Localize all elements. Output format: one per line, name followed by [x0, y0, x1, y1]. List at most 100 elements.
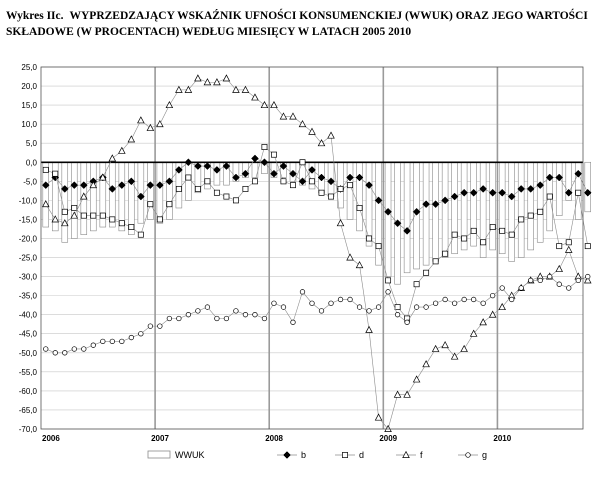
point-g [62, 350, 68, 356]
point-f [298, 120, 307, 128]
point-f [412, 375, 421, 383]
point-g [547, 273, 553, 280]
legend-swatch-wwuk [147, 450, 171, 459]
legend-marker-g [465, 452, 471, 458]
point-b [203, 162, 212, 170]
point-f [583, 276, 592, 284]
point-d [366, 235, 373, 242]
point-f [127, 135, 136, 143]
bar-wwuk [365, 161, 373, 247]
point-f [70, 211, 79, 219]
point-d [99, 212, 106, 219]
point-b [393, 219, 402, 228]
point-f [222, 74, 231, 82]
y-tick-label: -70,0 [19, 425, 38, 434]
y-tick-label: 25,0 [21, 63, 37, 72]
point-d [109, 216, 116, 223]
y-tick-label: -40,0 [19, 311, 38, 320]
point-b [165, 177, 174, 186]
point-d [42, 166, 49, 173]
point-b [545, 173, 554, 182]
point-f [564, 245, 573, 253]
point-b [289, 169, 297, 178]
point-g [337, 296, 344, 303]
point-g [470, 296, 477, 303]
point-f [308, 127, 316, 135]
bar-wwuk [451, 161, 458, 255]
point-b [488, 188, 497, 197]
x-tick-label: 2007 [151, 434, 169, 443]
x-tick-label: 2010 [493, 434, 511, 443]
point-d [584, 243, 591, 250]
point-b [412, 207, 421, 216]
point-d [575, 189, 582, 196]
point-g [442, 296, 448, 303]
point-g [280, 304, 287, 310]
point-g [119, 338, 125, 345]
point-f [317, 139, 326, 147]
point-g [261, 315, 268, 322]
y-tick-label: -15,0 [19, 215, 38, 224]
point-f [108, 154, 117, 162]
point-g [185, 312, 192, 318]
point-g [318, 308, 325, 314]
y-tick-label: 10,0 [21, 120, 37, 129]
point-f [213, 78, 221, 86]
y-tick-label: 20,0 [21, 82, 37, 91]
point-g [43, 346, 49, 352]
point-f [80, 192, 88, 200]
title-text-1: WYPRZEDZAJĄCY WSKAŹNIK UFNOŚCI KONSUMENC… [69, 10, 588, 22]
bar-wwuk [517, 161, 525, 258]
legend-marker-b [283, 451, 291, 459]
point-d [290, 182, 296, 189]
point-b [460, 188, 468, 197]
point-f [365, 325, 373, 333]
point-b [108, 185, 117, 193]
point-d [156, 216, 163, 223]
point-f [469, 329, 478, 337]
point-d [328, 193, 334, 200]
point-f [336, 219, 345, 227]
point-b [136, 192, 145, 201]
bar-wwuk [403, 161, 411, 274]
point-f [89, 180, 98, 189]
point-d [118, 220, 125, 227]
point-g [575, 277, 581, 284]
point-g [233, 308, 239, 314]
point-d [318, 189, 325, 196]
point-g [147, 323, 154, 329]
point-g [128, 334, 134, 341]
point-d [451, 231, 458, 238]
point-g [413, 304, 420, 310]
point-b [213, 166, 221, 174]
point-f [346, 253, 354, 261]
point-g [366, 308, 372, 314]
title-line-2: SKŁADOWE (W PROCENTACH) WEDŁUG MIESIĘCY … [6, 26, 412, 38]
bar-wwuk [71, 161, 78, 239]
point-b [222, 162, 231, 170]
point-g [528, 277, 534, 284]
y-tick-label: -35,0 [19, 292, 38, 301]
point-d [128, 224, 135, 230]
point-f [374, 413, 383, 421]
point-f [203, 78, 212, 86]
point-g [566, 285, 572, 291]
point-g [166, 315, 173, 322]
point-f [232, 85, 240, 93]
point-b [574, 169, 583, 178]
point-g [71, 346, 77, 352]
point-g [109, 338, 115, 345]
point-d [147, 201, 154, 208]
point-f [137, 116, 145, 124]
point-g [271, 300, 277, 306]
point-g [299, 289, 306, 295]
point-d [251, 178, 258, 185]
point-f [289, 112, 297, 120]
point-g [356, 304, 363, 310]
point-g [537, 277, 543, 284]
point-d [90, 212, 97, 219]
bar-wwuk [185, 161, 192, 201]
bar-wwuk [555, 161, 563, 216]
point-f [488, 310, 497, 318]
point-f [41, 200, 50, 208]
